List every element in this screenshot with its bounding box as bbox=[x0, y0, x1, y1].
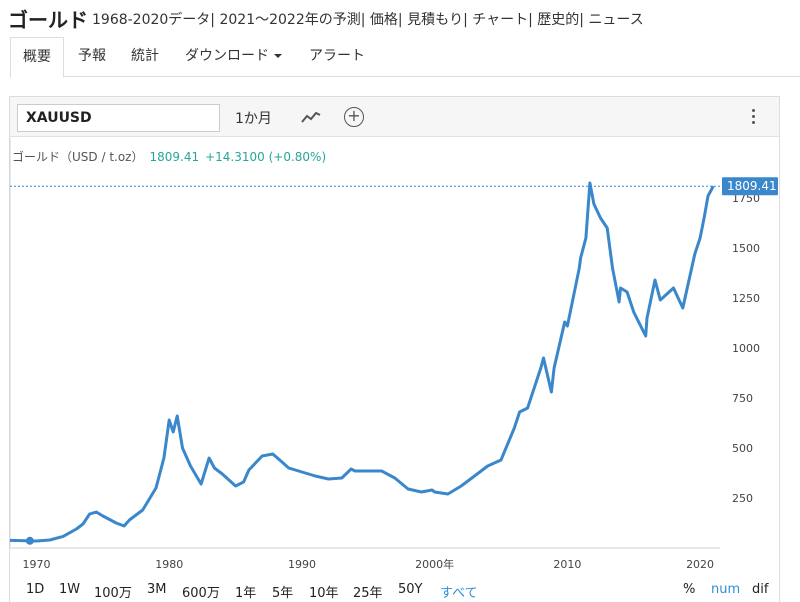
page-subtitle: 1968-2020データ| 2021～2022年の予測| 価格| 見積もり| チ… bbox=[92, 12, 644, 28]
tab-download[interactable]: ダウンロード bbox=[185, 37, 282, 77]
chart-panel: 1か月 + bbox=[9, 96, 780, 602]
range-dropdown-button[interactable]: 1か月 bbox=[235, 111, 272, 127]
chevron-down-icon bbox=[274, 54, 282, 58]
page-title: ゴールド bbox=[8, 8, 88, 32]
range-1d[interactable]: 1D bbox=[26, 582, 45, 597]
range-1m[interactable]: 100万 bbox=[94, 586, 132, 601]
legend-series-name: ゴールド（USD / t.oz） bbox=[12, 150, 144, 164]
tab-download-label: ダウンロード bbox=[185, 48, 269, 64]
range-50y[interactable]: 50Y bbox=[398, 582, 423, 597]
range-1y[interactable]: 1年 bbox=[235, 586, 257, 601]
tab-forecast[interactable]: 予報 bbox=[78, 48, 106, 64]
mode-num[interactable]: num bbox=[711, 582, 741, 597]
tab-bar: 概要 予報 統計 ダウンロード アラート bbox=[10, 37, 800, 78]
tab-statistics[interactable]: 統計 bbox=[131, 48, 159, 64]
range-all[interactable]: すべて bbox=[440, 586, 478, 601]
range-1w[interactable]: 1W bbox=[59, 582, 81, 597]
kebab-icon[interactable] bbox=[748, 107, 758, 129]
range-10y[interactable]: 10年 bbox=[309, 586, 339, 601]
series-legend: ゴールド（USD / t.oz） 1809.41 +14.3100 (+0.80%) bbox=[12, 148, 326, 165]
tab-overview[interactable]: 概要 bbox=[10, 37, 64, 78]
tab-alerts[interactable]: アラート bbox=[309, 48, 365, 64]
page-header: ゴールド 1968-2020データ| 2021～2022年の予測| 価格| 見積… bbox=[0, 0, 800, 36]
mode-percent[interactable]: % bbox=[683, 582, 696, 597]
legend-price: 1809.41 bbox=[149, 150, 200, 164]
legend-change: +14.3100 (+0.80%) bbox=[205, 150, 327, 164]
range-25y[interactable]: 25年 bbox=[353, 586, 383, 601]
range-6m[interactable]: 600万 bbox=[182, 586, 220, 601]
symbol-input[interactable] bbox=[17, 104, 220, 132]
plus-circle-icon[interactable]: + bbox=[344, 107, 364, 127]
line-chart-icon[interactable] bbox=[300, 107, 322, 127]
chart-toolbar: 1か月 + bbox=[10, 97, 779, 137]
range-3m[interactable]: 3M bbox=[147, 582, 167, 597]
mode-dif[interactable]: dif bbox=[752, 582, 769, 597]
range-5y[interactable]: 5年 bbox=[272, 586, 294, 601]
